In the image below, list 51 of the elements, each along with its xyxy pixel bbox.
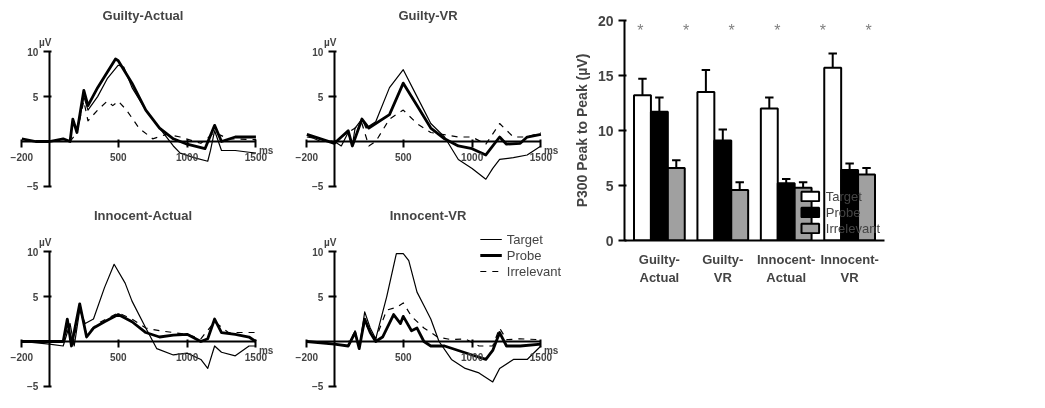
x-tick-label: −200	[10, 151, 34, 163]
legend-label: Probe	[506, 247, 542, 263]
x-tick-label: 500	[109, 151, 128, 163]
x-tick-label: 1000	[175, 351, 199, 363]
y-tick-label: 15	[597, 67, 614, 84]
chart-title: Guilty-VR	[398, 7, 459, 23]
y-axis-title: µV	[323, 36, 337, 48]
y-axis-title: µV	[38, 236, 52, 248]
chart-title: Innocent-Actual	[93, 207, 193, 223]
x-tick-label: 1000	[460, 151, 484, 163]
chart-title: Guilty-Actual	[102, 7, 184, 23]
x-tick-label: Innocent- Actual	[756, 251, 816, 285]
x-tick-label: −200	[10, 351, 34, 363]
y-axis-title: P300 Peak to Peak (µV)	[573, 53, 590, 208]
annotation: *	[682, 21, 690, 39]
x-tick-label: Guilty- Actual	[638, 251, 680, 285]
y-tick-label: 5	[32, 91, 39, 103]
y-tick-label: 10	[27, 46, 39, 58]
y-tick-label: −5	[312, 181, 324, 193]
y-tick-label: 20	[597, 12, 614, 29]
y-tick-label: 5	[605, 177, 614, 194]
y-tick-label: 5	[317, 91, 324, 103]
y-tick-label: 0	[605, 232, 614, 249]
y-tick-label: 10	[597, 122, 614, 139]
x-tick-label: 500	[109, 351, 128, 363]
x-tick-label: −200	[295, 351, 319, 363]
annotation: *	[728, 21, 735, 39]
y-tick-label: −5	[27, 181, 39, 193]
y-tick-label: −5	[27, 381, 39, 393]
x-tick-label: 1000	[175, 151, 199, 163]
x-tick-label: 500	[394, 351, 413, 363]
x-tick-label: −200	[295, 151, 319, 163]
y-tick-label: 5	[317, 291, 324, 303]
y-tick-label: −5	[312, 381, 324, 393]
y-tick-label: 10	[27, 246, 39, 258]
y-axis-title: µV	[38, 36, 52, 48]
y-tick-label: 10	[312, 46, 324, 58]
annotation: *	[774, 21, 781, 39]
legend-label: Target	[506, 231, 543, 247]
x-tick-label: Innocent- VR	[820, 251, 879, 285]
y-tick-label: 10	[312, 246, 324, 258]
legend-label: Irrelevant	[825, 220, 880, 236]
y-tick-label: 5	[32, 291, 39, 303]
legend-label: Irrelevant	[506, 263, 561, 279]
x-tick-label: Guilty- VR	[702, 251, 744, 285]
annotation: *	[637, 21, 644, 39]
annotation: *	[865, 21, 872, 39]
chart-title: Innocent-VR	[389, 207, 467, 223]
y-axis-title: µV	[323, 236, 337, 248]
x-tick-label: 500	[394, 151, 413, 163]
annotation: *	[819, 21, 827, 39]
